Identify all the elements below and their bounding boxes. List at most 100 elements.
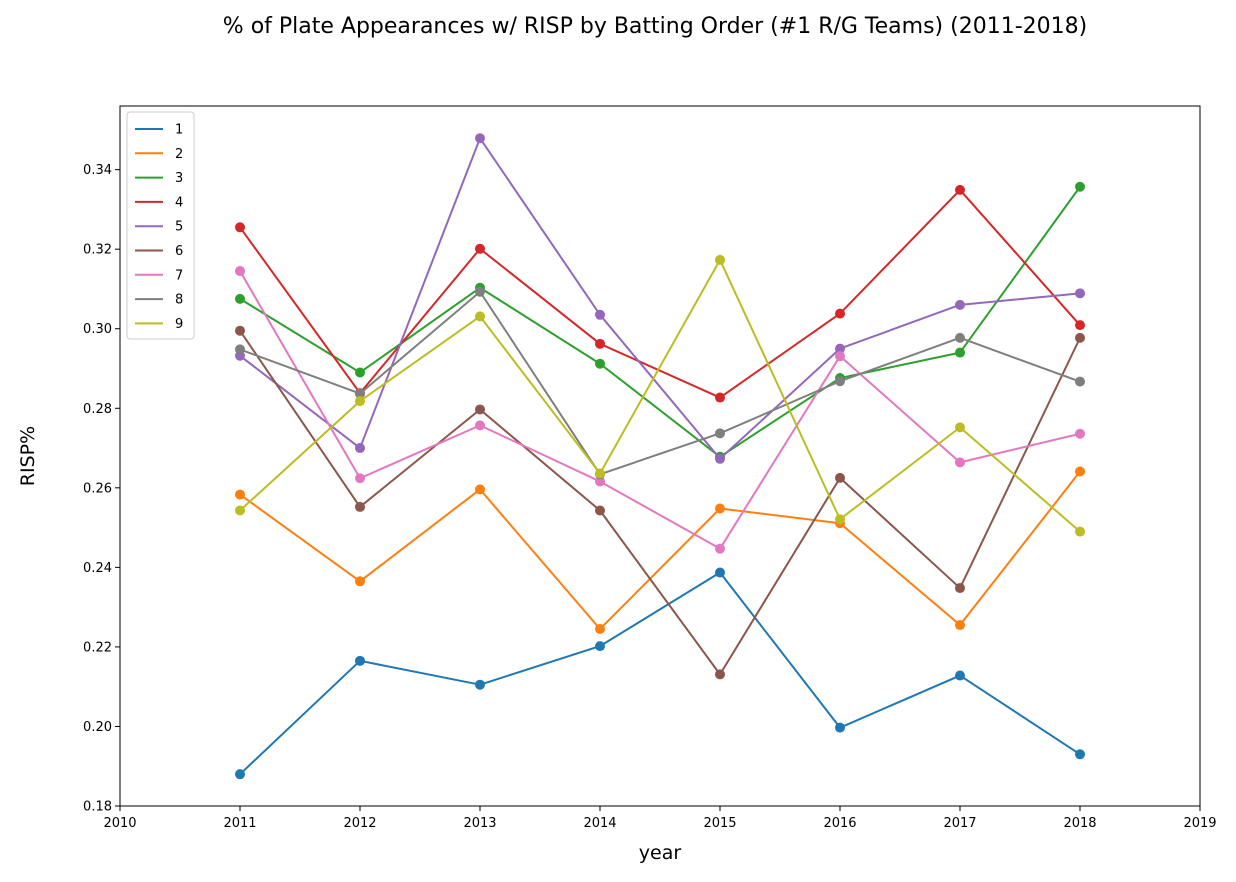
data-point (235, 222, 245, 233)
legend-label: 2 (175, 147, 183, 162)
data-point (595, 338, 605, 349)
data-point (1075, 181, 1085, 192)
legend-item: 5 (135, 220, 183, 235)
data-point (955, 347, 965, 358)
x-tick-label: 2015 (703, 816, 736, 831)
series-line (239, 290, 1081, 476)
data-point (715, 392, 725, 403)
y-tick-label: 0.34 (83, 163, 112, 178)
x-axis-ticks: 2010 2011 2012 2013 2014 2015 2016 2017 2018 2019 (103, 806, 1217, 831)
x-tick-label: 2019 (1183, 816, 1216, 831)
x-tick-label: 2011 (223, 816, 256, 831)
data-point (715, 453, 725, 464)
legend-item: 1 (135, 123, 183, 138)
y-tick-label: 0.18 (83, 800, 112, 815)
data-point (235, 505, 245, 516)
data-point (475, 420, 485, 431)
legend-item: 4 (135, 195, 183, 210)
data-point (835, 472, 845, 483)
series-layer (235, 133, 1085, 780)
data-point (355, 367, 365, 378)
legend-item: 6 (135, 244, 183, 259)
data-point (835, 722, 845, 733)
plot-area (119, 105, 1201, 807)
data-point (715, 567, 725, 578)
data-point (715, 543, 725, 554)
data-point (355, 388, 365, 399)
y-tick-label: 0.32 (83, 243, 112, 258)
x-tick-label: 2018 (1063, 816, 1096, 831)
data-point (235, 266, 245, 277)
x-tick-label: 2014 (583, 816, 616, 831)
x-axis-label: year (639, 842, 682, 864)
data-point (955, 457, 965, 468)
x-tick-label: 2017 (943, 816, 976, 831)
data-point (715, 254, 725, 265)
data-point (235, 344, 245, 355)
data-point (1075, 526, 1085, 537)
data-point (355, 576, 365, 587)
legend-label: 8 (175, 293, 183, 308)
data-point (715, 503, 725, 514)
data-point (955, 332, 965, 343)
data-point (835, 343, 845, 354)
series-line (239, 137, 1081, 460)
data-point (1075, 376, 1085, 387)
data-point (355, 396, 365, 407)
series-line (239, 258, 1081, 533)
data-point (715, 428, 725, 439)
series-7 (235, 266, 1085, 554)
data-point (475, 484, 485, 495)
legend-label: 6 (175, 244, 183, 259)
y-tick-label: 0.30 (83, 322, 112, 337)
series-1 (235, 567, 1085, 780)
data-point (355, 501, 365, 512)
data-point (1075, 428, 1085, 439)
data-point (595, 624, 605, 635)
data-point (1075, 288, 1085, 299)
x-tick-label: 2013 (463, 816, 496, 831)
legend-label: 5 (175, 220, 183, 235)
data-point (235, 293, 245, 304)
x-tick-label: 2010 (103, 816, 136, 831)
data-point (955, 299, 965, 310)
series-line (239, 571, 1081, 775)
data-point (475, 286, 485, 297)
data-point (955, 422, 965, 433)
data-point (355, 655, 365, 666)
legend-label: 1 (175, 123, 183, 138)
legend-item: 7 (135, 268, 183, 283)
series-line (239, 270, 1081, 550)
series-line (239, 330, 1081, 676)
data-point (835, 308, 845, 319)
data-point (475, 311, 485, 322)
data-point (715, 669, 725, 680)
series-2 (235, 466, 1085, 635)
data-point (475, 243, 485, 254)
series-8 (235, 286, 1085, 480)
data-point (595, 641, 605, 652)
series-5 (235, 133, 1085, 464)
x-tick-label: 2016 (823, 816, 856, 831)
data-point (235, 769, 245, 780)
x-tick-label: 2012 (343, 816, 376, 831)
data-point (955, 583, 965, 594)
data-point (955, 620, 965, 631)
series-3 (235, 181, 1085, 462)
data-point (595, 505, 605, 516)
series-line (239, 188, 1081, 399)
y-tick-label: 0.22 (83, 640, 112, 655)
data-point (595, 468, 605, 479)
legend-item: 8 (135, 293, 183, 308)
data-point (355, 443, 365, 454)
legend-item: 2 (135, 147, 183, 162)
data-point (835, 376, 845, 387)
data-point (955, 670, 965, 681)
legend: 1 2 3 4 5 6 7 8 9 (126, 111, 195, 340)
series-9 (235, 254, 1085, 537)
data-point (1075, 749, 1085, 760)
data-point (235, 489, 245, 500)
data-point (475, 679, 485, 690)
series-line (239, 186, 1081, 458)
